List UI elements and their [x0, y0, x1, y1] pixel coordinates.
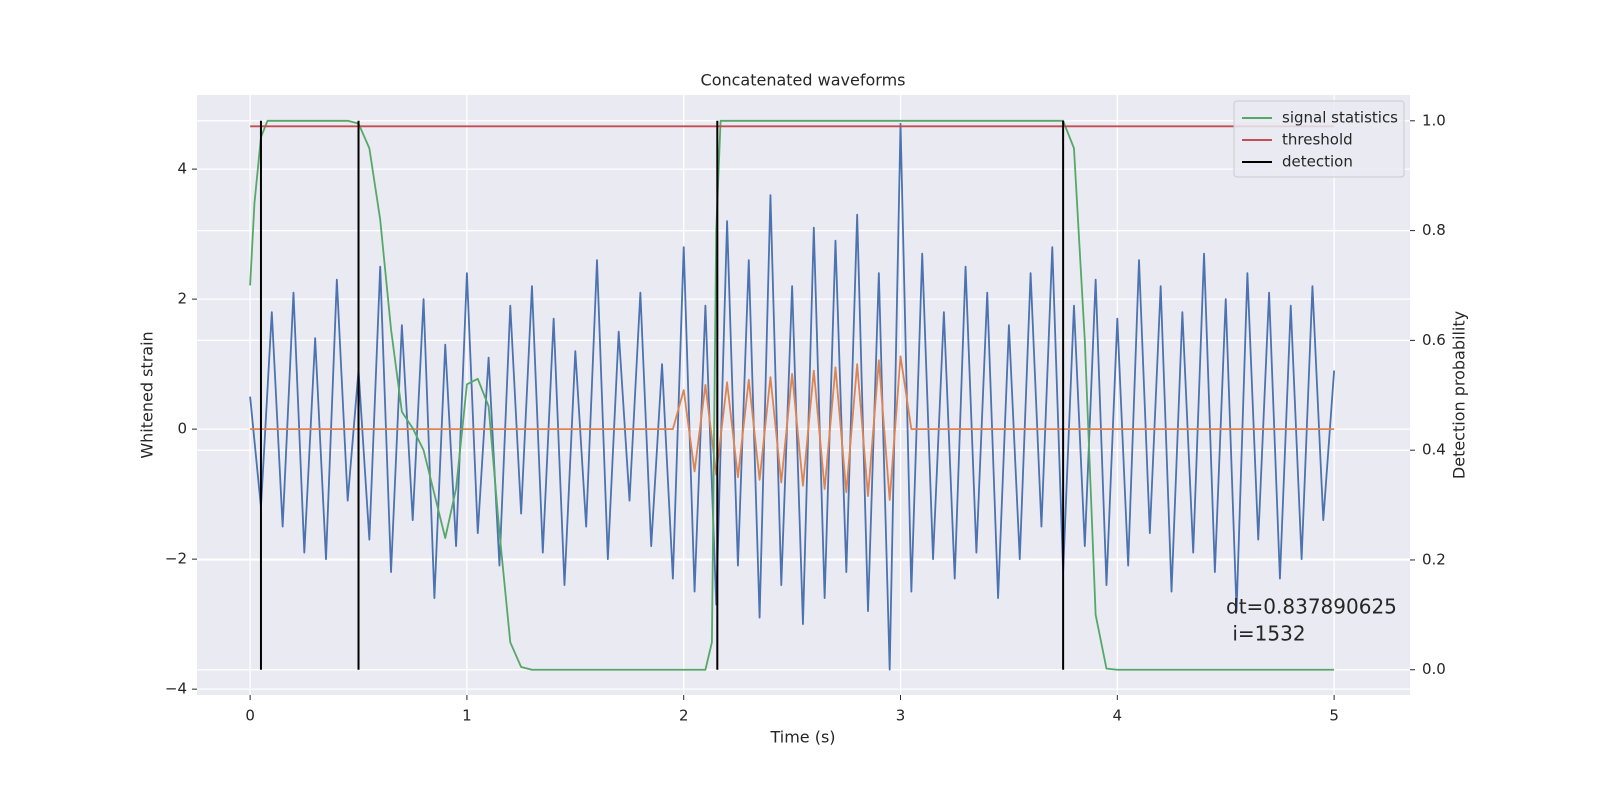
y2-tick-label: 0.0 — [1422, 660, 1446, 678]
marks — [249, 119, 1336, 671]
y-tick-label: 0 — [177, 420, 187, 438]
y2-tick-label: 1.0 — [1422, 111, 1446, 129]
series-line — [249, 119, 1335, 671]
y2-tick-label: 0.2 — [1422, 550, 1446, 568]
x-tick-label: 3 — [896, 707, 906, 725]
x-tick-label: 2 — [679, 707, 689, 725]
y2-axis-label: Detection probability — [1450, 311, 1469, 479]
y-tick-label: −4 — [165, 680, 187, 698]
x-tick-label: 4 — [1113, 707, 1123, 725]
series-line — [249, 122, 1336, 671]
legend: signal statistics threshold detection — [1233, 100, 1405, 178]
x-tick-label: 5 — [1329, 707, 1339, 725]
chart-title: Concatenated waveforms — [701, 71, 906, 90]
y2-tick-label: 0.8 — [1422, 221, 1446, 239]
y-tick-label: −2 — [165, 550, 187, 568]
legend-label: signal statistics — [1282, 109, 1398, 127]
legend-label: detection — [1282, 153, 1353, 171]
y-tick-label: 4 — [177, 160, 187, 178]
y-axis-label: Whitened strain — [138, 331, 157, 458]
x-tick-label: 1 — [462, 707, 472, 725]
annotation: dt=0.837890625 — [1226, 595, 1397, 619]
annotation: i=1532 — [1226, 622, 1306, 646]
x-tick-label: 0 — [245, 707, 255, 725]
series-line — [250, 355, 1335, 501]
y2-tick-label: 0.6 — [1422, 331, 1446, 349]
legend-label: threshold — [1282, 131, 1353, 149]
y-tick-label: 2 — [177, 290, 187, 308]
y2-tick-label: 0.4 — [1422, 441, 1446, 459]
x-axis-label: Time (s) — [769, 728, 835, 747]
legend-box — [1233, 100, 1405, 178]
